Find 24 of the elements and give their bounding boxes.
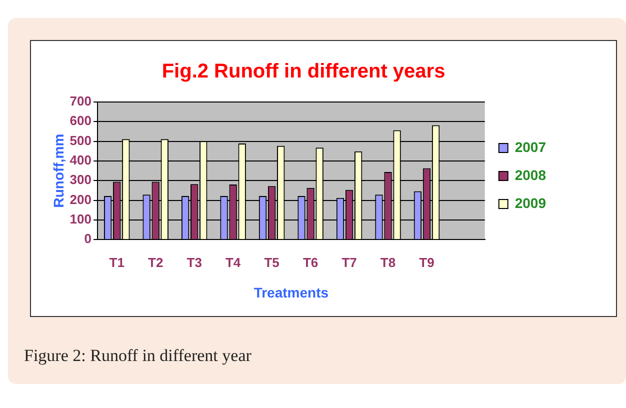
x-axis-title: Treatments: [254, 284, 329, 300]
caption: Figure 2: Runoff in different year: [24, 346, 252, 366]
x-tick-label: T1: [109, 254, 124, 270]
x-tick-label: T3: [186, 254, 202, 270]
legend-label: 2009: [514, 194, 546, 211]
legend-label: 2008: [514, 166, 546, 183]
x-tick-label: T4: [225, 254, 242, 270]
x-tick-label: T5: [264, 254, 280, 270]
chart-title: Fig.2 Runoff in different years: [162, 60, 446, 83]
y-tick-label: 100: [70, 212, 92, 227]
x-tick-label: T2: [148, 254, 164, 270]
y-tick-label: 400: [70, 152, 92, 168]
y-axis-title: Runoff,mm: [50, 134, 66, 208]
y-tick-label: 200: [70, 192, 92, 207]
y-tick-label: 600: [70, 113, 92, 128]
legend-label: 2007: [514, 138, 546, 155]
x-tick-label: T7: [342, 254, 357, 270]
x-tick-label: T8: [380, 254, 396, 270]
x-tick-label: T9: [419, 254, 434, 270]
x-tick-label: T6: [302, 254, 318, 270]
y-tick-label: 700: [70, 94, 92, 109]
y-tick-label: 0: [84, 231, 92, 246]
y-tick-label: 500: [70, 132, 92, 148]
y-tick-label: 300: [70, 172, 92, 188]
